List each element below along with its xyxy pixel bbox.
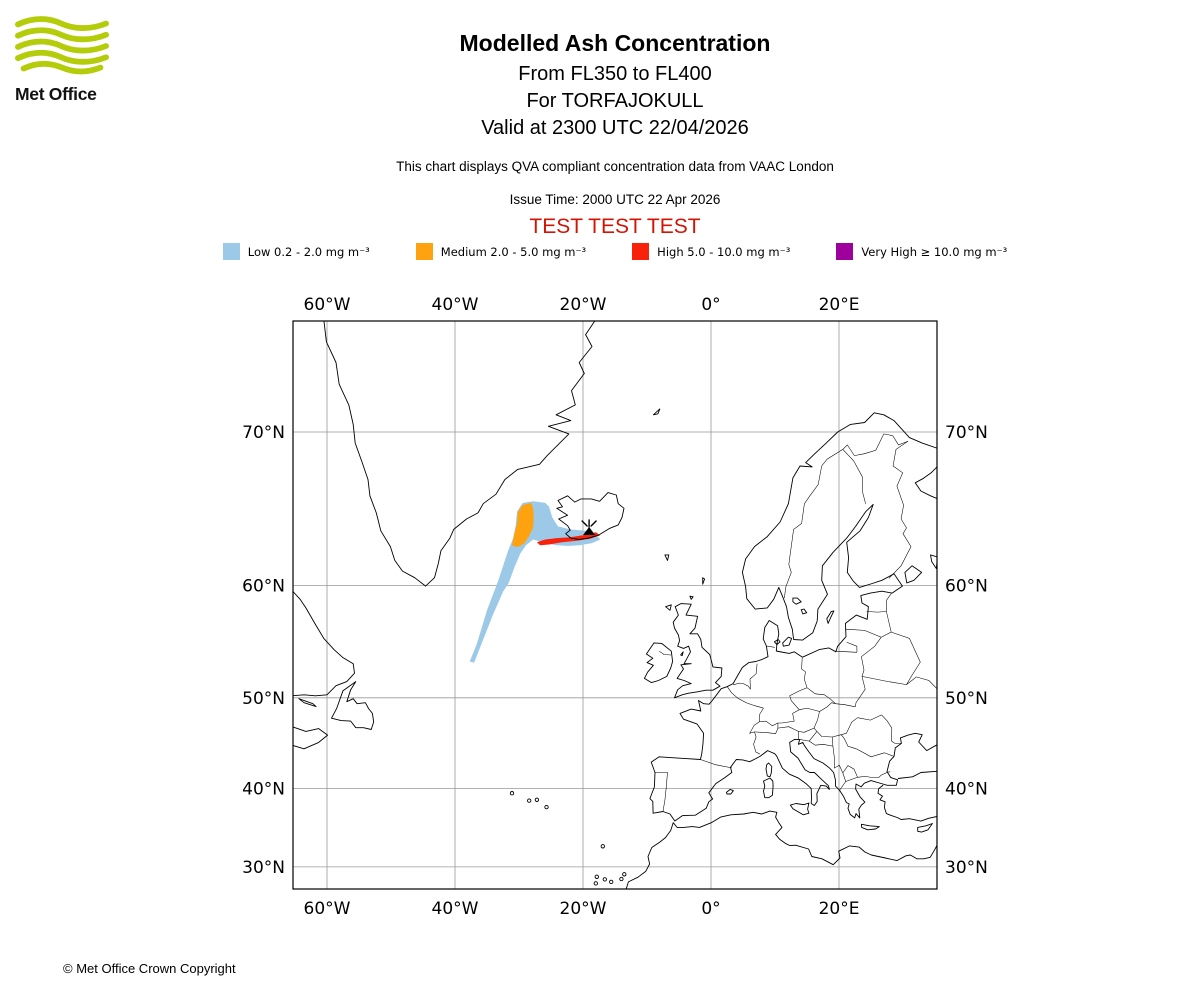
legend-swatch-very-high [836, 243, 854, 260]
ash-contour-medium [512, 502, 534, 548]
lon-tick-top-3: 0° [701, 295, 720, 315]
chart-title: Modelled Ash Concentration [459, 30, 771, 56]
legend: Low 0.2 - 2.0 mg m⁻³ Medium 2.0 - 5.0 mg … [30, 243, 1200, 260]
legend-label-medium: Medium 2.0 - 5.0 mg m⁻³ [440, 244, 587, 259]
legend-label-low: Low 0.2 - 2.0 mg m⁻³ [247, 244, 370, 259]
ash-contour-high [536, 532, 601, 546]
lat-tick-left-3: 40°N [242, 780, 285, 800]
issue-time: Issue Time: 2000 UTC 22 Apr 2026 [509, 192, 721, 207]
legend-label-very-high: Very High ≥ 10.0 mg m⁻³ [861, 244, 1008, 259]
country-borders [655, 433, 937, 812]
legend-item-very-high: Very High ≥ 10.0 mg m⁻³ [836, 243, 1007, 260]
lon-tick-bottom-1: 40°W [432, 899, 479, 919]
legend-item-medium: Medium 2.0 - 5.0 mg m⁻³ [415, 243, 587, 260]
map-tick-labels: 60°W 60°W 40°W 40°W 20°W 20°W 0° 0° 20°E 20°E 70°N… [242, 295, 988, 919]
lon-tick-bottom-0: 60°W [304, 899, 351, 919]
met-office-logo-text: Met Office [15, 84, 97, 104]
subtitle-volcano: For TORFAJOKULL [526, 90, 704, 112]
lat-tick-right-1: 60°N [945, 576, 988, 596]
legend-swatch-low [222, 243, 240, 260]
lat-tick-left-2: 50°N [242, 689, 285, 709]
lon-tick-bottom-2: 20°W [560, 899, 607, 919]
lat-tick-right-4: 30°N [945, 858, 988, 878]
met-office-logo-waves [15, 16, 109, 75]
lat-tick-left-0: 70°N [242, 423, 285, 443]
lon-tick-top-2: 20°W [560, 295, 607, 315]
legend-item-low: Low 0.2 - 2.0 mg m⁻³ [222, 243, 370, 260]
lat-tick-right-3: 40°N [945, 780, 988, 800]
copyright-notice: © Met Office Crown Copyright [63, 961, 236, 976]
lat-tick-left-1: 60°N [242, 576, 285, 596]
coastlines [293, 321, 937, 889]
volcano-symbol [581, 519, 597, 535]
qva-compliance-note: This chart displays QVA compliant concen… [396, 159, 834, 174]
ash-contours [469, 501, 601, 663]
map-grid [293, 321, 937, 889]
ash-contour-low [469, 501, 601, 663]
legend-swatch-high [632, 243, 650, 260]
map-area [293, 321, 937, 889]
lon-tick-top-4: 20°E [819, 295, 860, 315]
lat-tick-right-2: 50°N [945, 689, 988, 709]
subtitle-valid-time: Valid at 2300 UTC 22/04/2026 [481, 117, 749, 139]
subtitle-flight-levels: From FL350 to FL400 [518, 63, 712, 85]
met-office-logo: Met Office [15, 16, 125, 105]
lat-tick-left-4: 30°N [242, 858, 285, 878]
legend-swatch-medium [415, 243, 433, 260]
legend-item-high: High 5.0 - 10.0 mg m⁻³ [632, 243, 790, 260]
lon-tick-bottom-3: 0° [701, 899, 720, 919]
lon-tick-top-0: 60°W [304, 295, 351, 315]
lon-tick-top-1: 40°W [432, 295, 479, 315]
lat-tick-right-0: 70°N [945, 423, 988, 443]
legend-label-high: High 5.0 - 10.0 mg m⁻³ [657, 244, 791, 259]
lon-tick-bottom-4: 20°E [819, 899, 860, 919]
map-frame [292, 320, 938, 890]
test-banner: TEST TEST TEST [529, 215, 701, 238]
